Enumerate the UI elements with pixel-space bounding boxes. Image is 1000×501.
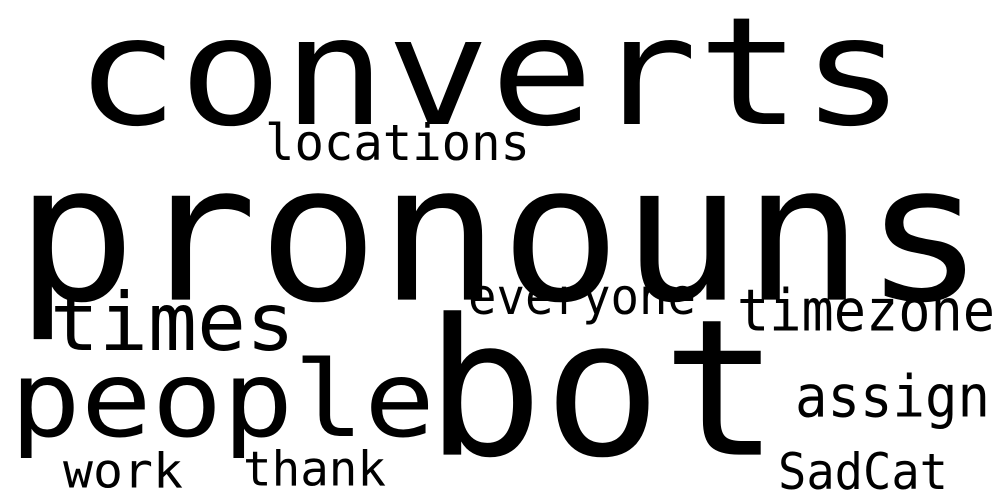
word-people: people <box>10 338 435 462</box>
word-everyone: everyone <box>468 267 696 326</box>
word-bot: bot <box>425 277 780 501</box>
word-work: work <box>63 442 183 499</box>
word-timezone: timezone <box>737 276 995 345</box>
word-pronouns: pronouns <box>15 122 985 346</box>
word-thank: thank <box>243 440 386 497</box>
word-locations: locations <box>265 113 530 172</box>
word-sadcat: SadCat <box>778 442 948 501</box>
word-converts: converts <box>75 0 905 160</box>
word-times: times <box>50 275 295 370</box>
word-assign: assign <box>795 362 990 431</box>
